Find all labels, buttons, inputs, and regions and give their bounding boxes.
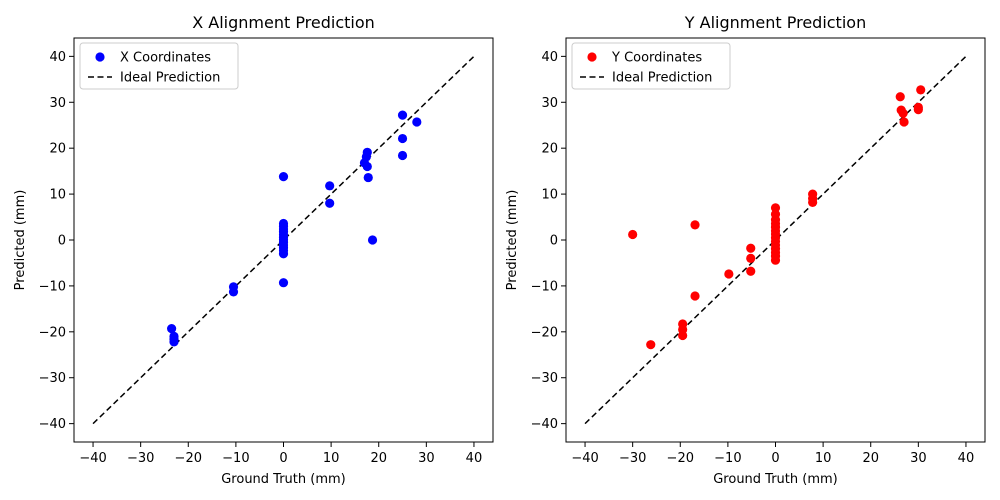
legend-label: Ideal Prediction xyxy=(612,71,712,86)
data-point xyxy=(913,105,923,115)
legend-label: X Coordinates xyxy=(120,51,211,66)
chart-y-alignment: Y Alignment Prediction Ground Truth (mm) P… xyxy=(505,13,986,487)
plot-frame xyxy=(565,37,986,443)
data-point xyxy=(363,172,373,183)
x-tick-label: −10 xyxy=(714,451,741,466)
y-tick-label: −30 xyxy=(531,371,558,386)
legend-label: Ideal Prediction xyxy=(120,71,220,86)
x-tick-label: −40 xyxy=(571,451,598,466)
y-axis-label: Predicted (mm) xyxy=(13,190,28,291)
x-tick-label: 20 xyxy=(370,451,387,466)
data-point xyxy=(362,161,372,172)
plot-frame xyxy=(73,37,494,443)
y-tick-label: 40 xyxy=(541,50,558,65)
x-axis-label: Ground Truth (mm) xyxy=(221,472,346,487)
y-tick-label: 40 xyxy=(49,50,66,65)
data-point xyxy=(646,340,656,350)
y-axis-label: Predicted (mm) xyxy=(505,190,520,291)
x-tick-label: −20 xyxy=(667,451,694,466)
data-point xyxy=(746,243,756,253)
x-tick-label: 30 xyxy=(418,451,435,466)
chart-title: Y Alignment Prediction xyxy=(684,13,866,32)
x-tick-label: 20 xyxy=(862,451,879,466)
data-point xyxy=(678,330,688,341)
y-tick-label: −40 xyxy=(531,417,558,432)
chart-title: X Alignment Prediction xyxy=(192,13,375,32)
data-point xyxy=(724,269,734,279)
y-tick-label: −10 xyxy=(39,279,66,294)
x-axis-label: Ground Truth (mm) xyxy=(713,472,838,487)
x-tick-label: 30 xyxy=(910,451,927,466)
data-point xyxy=(690,291,700,301)
legend: X Coordinates Ideal Prediction xyxy=(79,42,239,90)
legend-marker-swatch xyxy=(95,52,105,62)
data-point xyxy=(899,117,909,127)
data-point xyxy=(278,172,289,182)
x-tick-label: 40 xyxy=(958,451,975,466)
data-point xyxy=(367,235,378,245)
data-point xyxy=(898,108,908,118)
data-point xyxy=(169,337,179,347)
x-tick-label: −30 xyxy=(619,451,646,466)
y-tick-label: 20 xyxy=(541,142,558,157)
x-tick-label: 40 xyxy=(466,451,483,466)
data-point xyxy=(690,220,700,230)
data-point xyxy=(895,92,905,102)
legend-marker-swatch xyxy=(587,52,597,62)
ideal-prediction-line xyxy=(92,55,475,425)
x-tick-label: 0 xyxy=(279,451,287,466)
data-point xyxy=(916,85,926,95)
y-tick-label: −30 xyxy=(39,371,66,386)
data-point xyxy=(628,229,638,240)
data-point xyxy=(397,110,408,120)
data-point xyxy=(770,255,781,265)
y-tick-label: −40 xyxy=(39,417,66,432)
data-point xyxy=(278,278,289,288)
y-tick-label: 20 xyxy=(49,142,66,157)
data-point xyxy=(362,147,372,157)
y-tick-label: −10 xyxy=(531,279,558,294)
data-point xyxy=(808,197,818,207)
x-tick-label: 10 xyxy=(815,451,832,466)
y-tick-label: 10 xyxy=(49,188,66,203)
data-point xyxy=(412,117,422,127)
data-point xyxy=(325,198,335,208)
data-point xyxy=(746,253,756,263)
data-point xyxy=(167,324,177,334)
data-point xyxy=(746,266,756,276)
y-tick-label: 0 xyxy=(550,234,558,249)
y-tick-label: 30 xyxy=(541,96,558,111)
legend-box xyxy=(79,42,239,90)
y-tick-label: 10 xyxy=(541,188,558,203)
x-tick-label: 0 xyxy=(771,451,779,466)
x-tick-label: 10 xyxy=(323,451,340,466)
legend-box xyxy=(571,42,731,90)
chart-x-alignment: X Alignment Prediction Ground Truth (mm) P… xyxy=(13,13,494,487)
data-point xyxy=(278,249,289,259)
legend-label: Y Coordinates xyxy=(611,51,702,66)
data-point xyxy=(397,150,408,161)
data-point xyxy=(228,287,239,297)
data-point xyxy=(397,133,408,144)
data-point xyxy=(325,181,335,191)
data-point xyxy=(770,203,781,213)
y-tick-label: 0 xyxy=(58,234,66,249)
x-tick-label: −20 xyxy=(175,451,202,466)
y-tick-label: −20 xyxy=(531,325,558,340)
legend: Y Coordinates Ideal Prediction xyxy=(571,42,731,90)
y-tick-label: −20 xyxy=(39,325,66,340)
y-tick-label: 30 xyxy=(49,96,66,111)
x-tick-label: −10 xyxy=(222,451,249,466)
x-tick-label: −30 xyxy=(127,451,154,466)
x-tick-label: −40 xyxy=(79,451,106,466)
